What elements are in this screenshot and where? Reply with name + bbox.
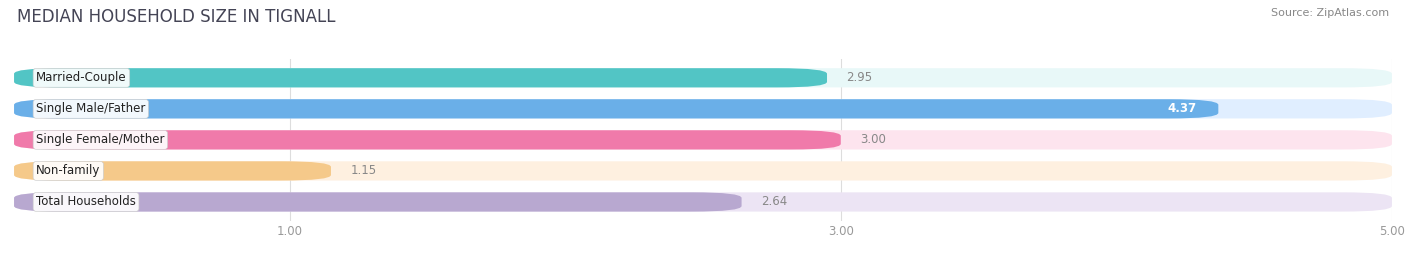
- Text: 2.95: 2.95: [846, 71, 873, 84]
- Text: Non-family: Non-family: [37, 164, 100, 178]
- Text: 1.15: 1.15: [350, 164, 377, 178]
- Text: 3.00: 3.00: [860, 133, 886, 146]
- Text: Married-Couple: Married-Couple: [37, 71, 127, 84]
- FancyBboxPatch shape: [14, 99, 1392, 118]
- Text: 4.37: 4.37: [1167, 102, 1197, 115]
- FancyBboxPatch shape: [14, 130, 841, 150]
- FancyBboxPatch shape: [14, 68, 827, 87]
- Text: MEDIAN HOUSEHOLD SIZE IN TIGNALL: MEDIAN HOUSEHOLD SIZE IN TIGNALL: [17, 8, 336, 26]
- Text: 2.64: 2.64: [761, 196, 787, 208]
- Text: Source: ZipAtlas.com: Source: ZipAtlas.com: [1271, 8, 1389, 18]
- FancyBboxPatch shape: [14, 130, 1392, 150]
- FancyBboxPatch shape: [14, 161, 330, 180]
- Text: Single Female/Mother: Single Female/Mother: [37, 133, 165, 146]
- FancyBboxPatch shape: [14, 68, 1392, 87]
- Text: Total Households: Total Households: [37, 196, 136, 208]
- Text: Single Male/Father: Single Male/Father: [37, 102, 145, 115]
- FancyBboxPatch shape: [14, 192, 741, 212]
- FancyBboxPatch shape: [14, 99, 1219, 118]
- FancyBboxPatch shape: [14, 192, 1392, 212]
- FancyBboxPatch shape: [14, 161, 1392, 180]
